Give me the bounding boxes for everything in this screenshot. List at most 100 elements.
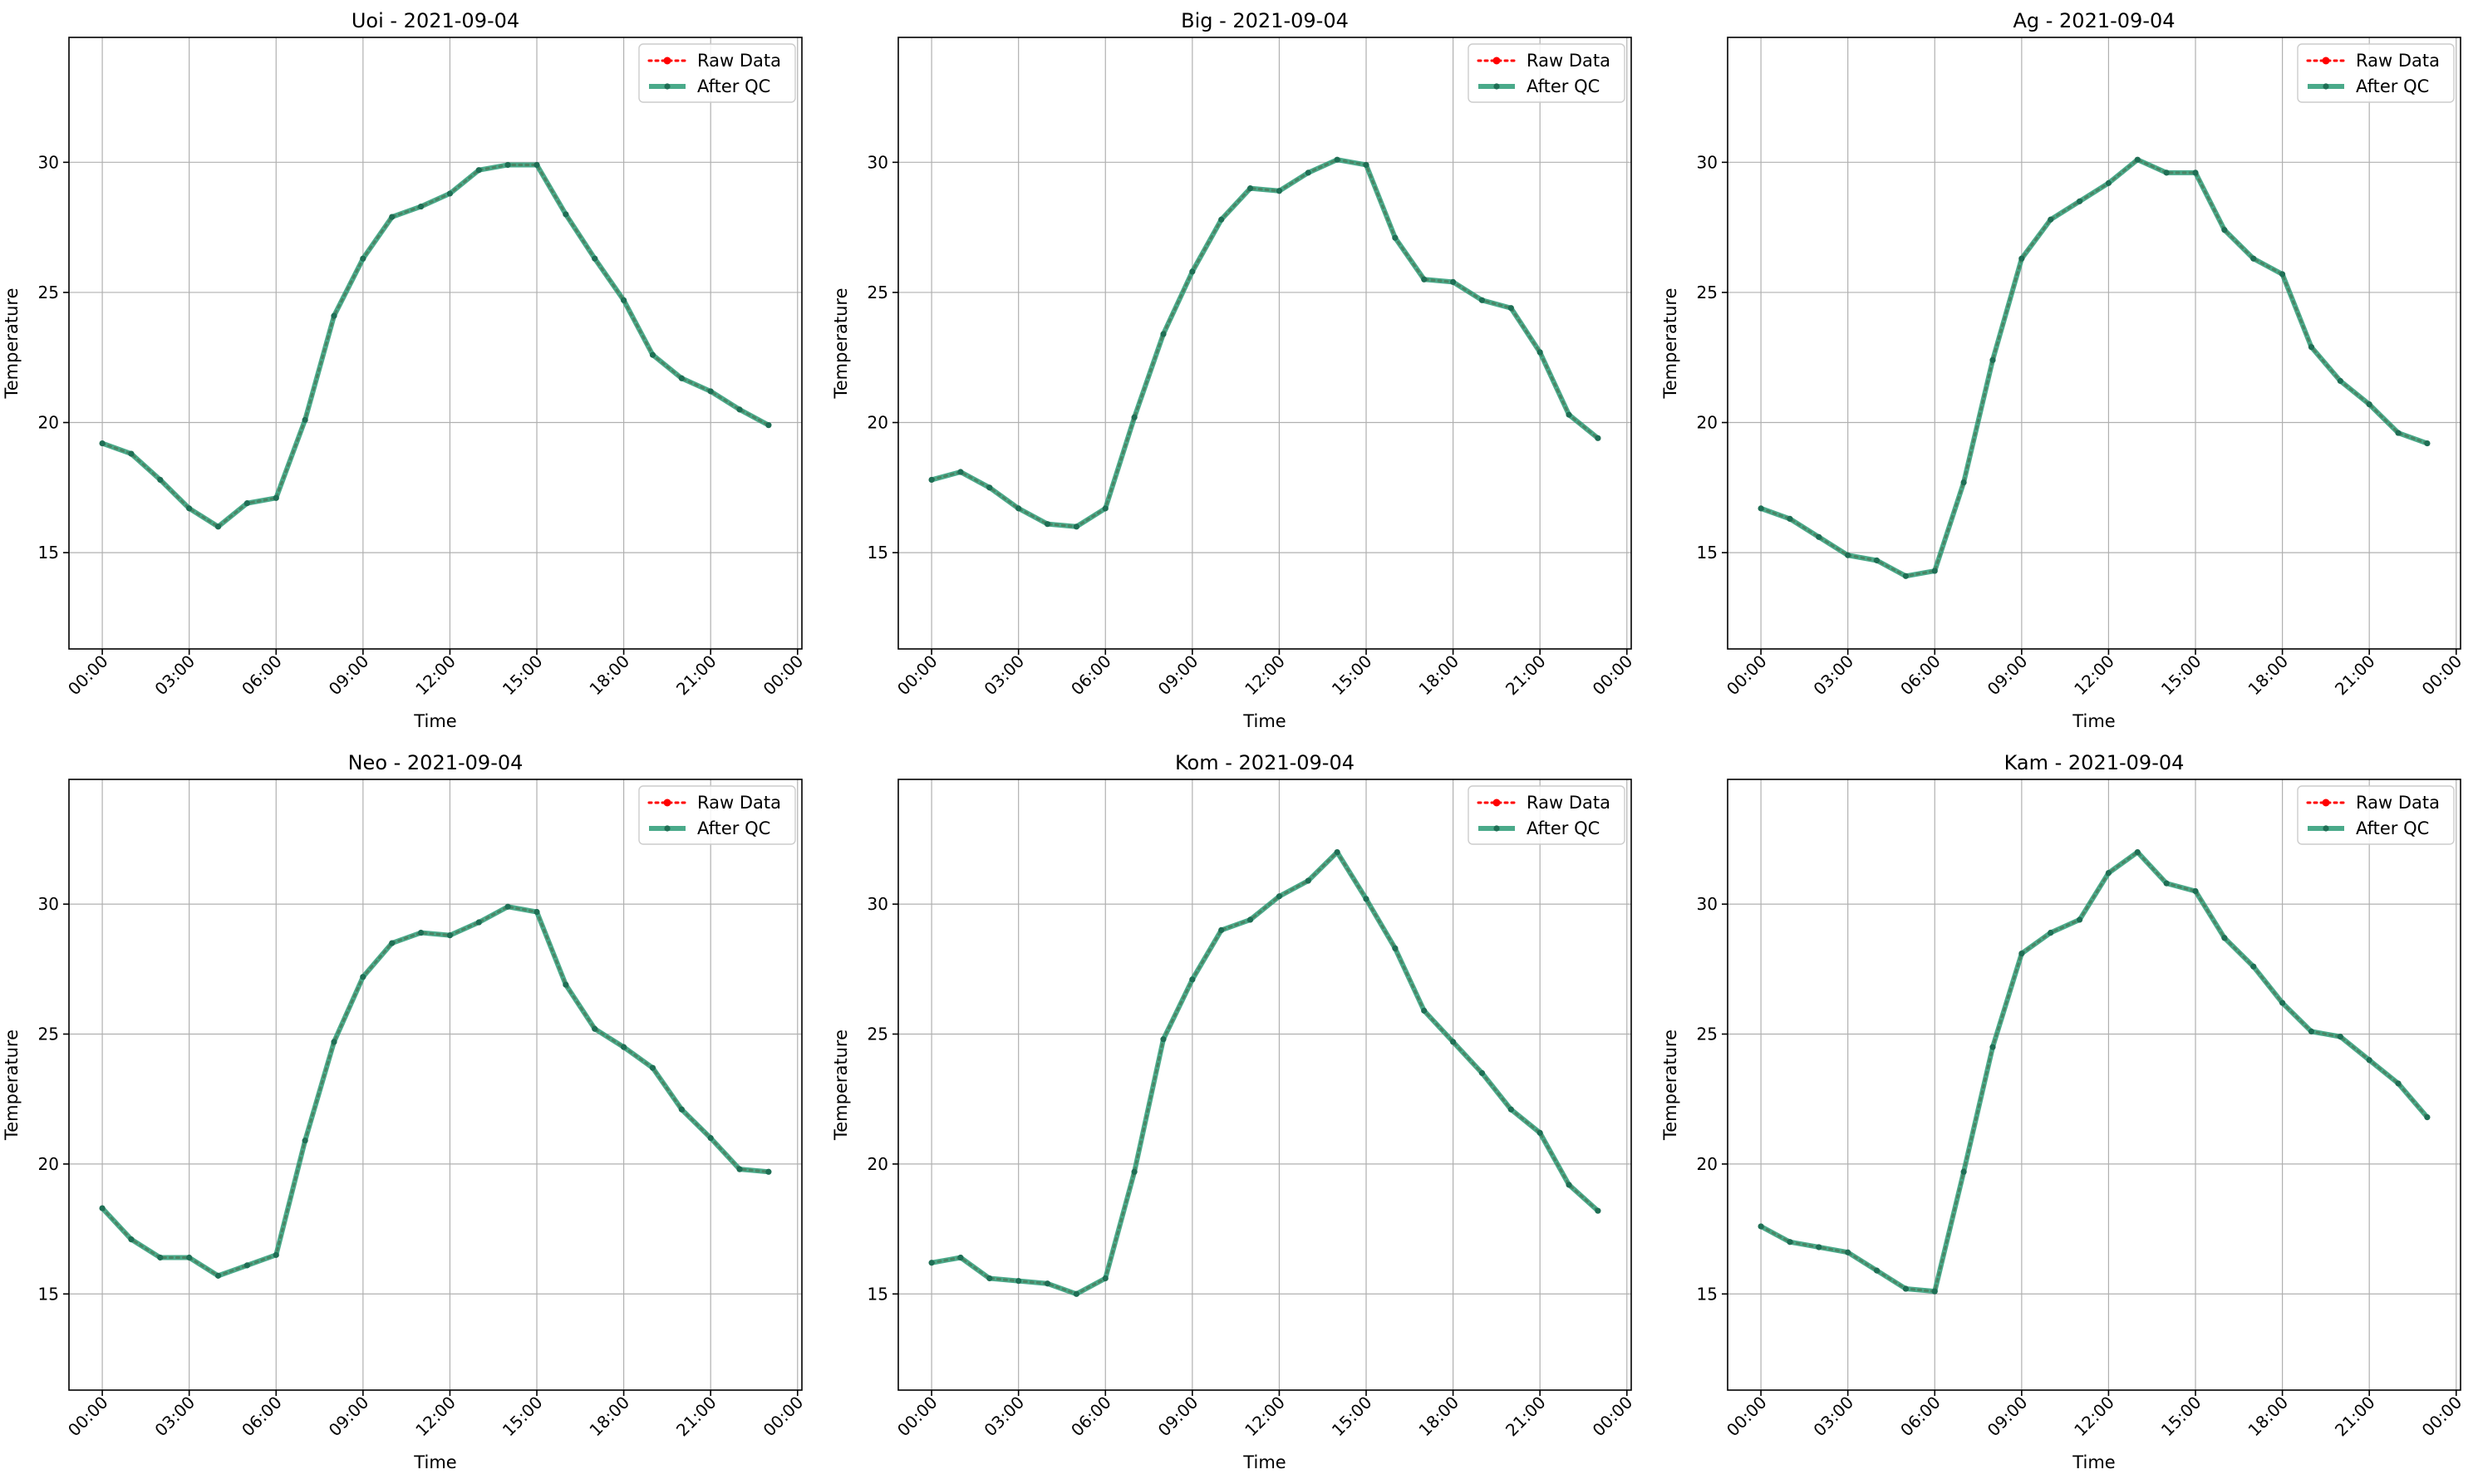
y-axis-label: Temperature bbox=[831, 287, 851, 399]
x-tick-label: 03:00 bbox=[1809, 651, 1857, 700]
data-point-after-qc bbox=[1931, 1288, 1938, 1295]
x-tick-label: 06:00 bbox=[1896, 1393, 1945, 1441]
y-tick-label: 15 bbox=[868, 543, 888, 563]
data-point-after-qc bbox=[1478, 297, 1486, 303]
data-point-after-qc bbox=[1102, 505, 1109, 512]
data-point-after-qc bbox=[1902, 572, 1909, 579]
y-axis-label: Temperature bbox=[831, 1029, 851, 1141]
legend: Raw Data After QC bbox=[2297, 43, 2455, 103]
data-point-after-qc bbox=[1189, 976, 1196, 983]
data-point-after-qc bbox=[2163, 170, 2170, 176]
legend: Raw Data After QC bbox=[1468, 43, 1625, 103]
x-axis-label: Time bbox=[1242, 1452, 1286, 1472]
data-point-after-qc bbox=[1845, 552, 1851, 558]
x-tick-label: 21:00 bbox=[2331, 651, 2379, 700]
data-point-after-qc bbox=[1507, 1106, 1514, 1113]
data-point-after-qc bbox=[1392, 945, 1399, 951]
x-tick-label: 06:00 bbox=[238, 1393, 286, 1441]
x-tick-label: 15:00 bbox=[1328, 651, 1376, 700]
legend-marker-raw bbox=[1492, 57, 1501, 65]
legend-label: After QC bbox=[1527, 76, 1600, 96]
x-tick-label: 15:00 bbox=[2157, 1393, 2205, 1441]
data-point-after-qc bbox=[186, 505, 193, 512]
data-point-after-qc bbox=[128, 450, 135, 457]
y-tick-label: 15 bbox=[1697, 1284, 1718, 1304]
data-point-after-qc bbox=[243, 500, 250, 507]
y-tick-label: 15 bbox=[1697, 543, 1718, 563]
data-point-after-qc bbox=[1758, 505, 1764, 512]
legend: Raw Data After QC bbox=[1468, 785, 1625, 845]
legend-marker-raw bbox=[663, 57, 671, 65]
data-point-after-qc bbox=[1421, 276, 1428, 283]
x-tick-label: 15:00 bbox=[499, 1393, 547, 1441]
series-line-after-qc bbox=[101, 162, 770, 529]
y-tick-label: 25 bbox=[1697, 1025, 1718, 1044]
axes-frame bbox=[897, 37, 1632, 650]
y-tick-label: 30 bbox=[868, 894, 888, 914]
data-point-after-qc bbox=[1305, 170, 1311, 176]
data-point-after-qc bbox=[2192, 887, 2199, 895]
data-point-after-qc bbox=[475, 167, 482, 174]
series-line-after-qc bbox=[931, 157, 1600, 529]
y-tick-label: 30 bbox=[1697, 152, 1718, 172]
data-point-after-qc bbox=[1507, 305, 1514, 312]
data-point-after-qc bbox=[1566, 1182, 1572, 1188]
data-point-after-qc bbox=[1189, 268, 1196, 275]
axes-frame bbox=[1727, 779, 2461, 1391]
legend-marker-after-qc bbox=[1493, 83, 1500, 90]
data-point-after-qc bbox=[678, 1106, 685, 1113]
data-point-after-qc bbox=[1218, 926, 1225, 934]
legend-label: After QC bbox=[2356, 818, 2429, 838]
data-point-after-qc bbox=[707, 1135, 714, 1142]
y-tick-label: 30 bbox=[1697, 894, 1718, 914]
data-point-after-qc bbox=[563, 211, 569, 218]
data-point-after-qc bbox=[1044, 1280, 1051, 1287]
data-point-after-qc bbox=[2366, 1057, 2372, 1064]
data-point-after-qc bbox=[1392, 234, 1399, 241]
x-tick-label: 15:00 bbox=[2157, 651, 2205, 700]
data-point-after-qc bbox=[1276, 188, 1283, 194]
data-point-after-qc bbox=[1305, 877, 1311, 884]
data-point-after-qc bbox=[1131, 414, 1138, 420]
x-tick-label: 18:00 bbox=[2244, 651, 2292, 700]
y-tick-label: 25 bbox=[38, 283, 59, 302]
data-point-after-qc bbox=[2250, 963, 2257, 970]
legend-marker-after-qc bbox=[1493, 825, 1500, 832]
x-tick-label: 15:00 bbox=[499, 651, 547, 700]
data-point-after-qc bbox=[1989, 356, 1996, 363]
data-point-after-qc bbox=[621, 297, 627, 303]
x-axis-label: Time bbox=[1242, 711, 1286, 731]
data-point-after-qc bbox=[475, 919, 482, 926]
data-point-after-qc bbox=[1334, 848, 1340, 856]
data-point-after-qc bbox=[678, 375, 685, 381]
data-point-after-qc bbox=[736, 406, 743, 413]
subplot-0: 15 20 25 30 00:00 03:00 06:00 09:00 12:00 15:00 18… bbox=[2, 9, 807, 731]
data-point-after-qc bbox=[302, 416, 308, 423]
y-axis-label: Temperature bbox=[2, 287, 22, 399]
data-point-after-qc bbox=[186, 1254, 193, 1261]
x-axis-label: Time bbox=[413, 711, 456, 731]
data-point-after-qc bbox=[2048, 216, 2054, 223]
series-line-after-qc bbox=[100, 904, 769, 1279]
legend-label: After QC bbox=[697, 76, 770, 96]
y-tick-label: 20 bbox=[38, 1154, 59, 1174]
data-point-after-qc bbox=[1960, 1168, 1967, 1175]
subplot-3: 15 20 25 30 00:00 03:00 06:00 09:00 12:00 15:00 18… bbox=[2, 751, 807, 1472]
x-tick-label: 03:00 bbox=[980, 651, 1028, 700]
data-point-after-qc bbox=[1450, 278, 1457, 285]
data-point-after-qc bbox=[1873, 557, 1881, 564]
y-tick-label: 20 bbox=[1697, 413, 1718, 433]
data-point-after-qc bbox=[1960, 479, 1967, 486]
data-point-after-qc bbox=[2308, 344, 2315, 351]
data-point-after-qc bbox=[1131, 1168, 1138, 1175]
data-point-after-qc bbox=[2105, 179, 2112, 186]
data-point-after-qc bbox=[417, 929, 425, 936]
data-point-after-qc bbox=[273, 1251, 279, 1258]
data-point-after-qc bbox=[331, 1039, 337, 1045]
data-point-after-qc bbox=[360, 255, 366, 262]
x-tick-label: 12:00 bbox=[1241, 1393, 1289, 1441]
x-tick-label: 00:00 bbox=[1723, 1393, 1771, 1441]
legend-marker-after-qc bbox=[664, 825, 671, 832]
